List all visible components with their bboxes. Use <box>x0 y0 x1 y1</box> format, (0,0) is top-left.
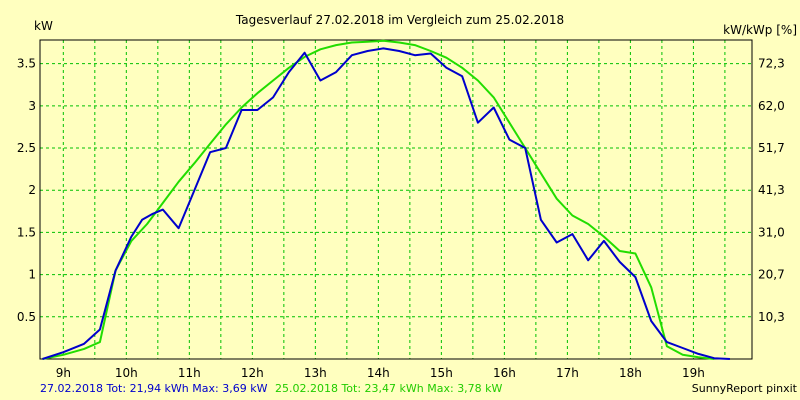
y2-tick-label: 10,3 <box>758 310 785 324</box>
x-tick-label: 10h <box>115 366 138 380</box>
y2-tick-label: 41,3 <box>758 183 785 197</box>
x-tick-label: 13h <box>304 366 327 380</box>
x-tick-label: 11h <box>178 366 201 380</box>
x-tick-label: 16h <box>493 366 516 380</box>
footer-credit: SunnyReport pinxit <box>692 382 798 395</box>
y-axis-label-left: kW <box>34 19 53 33</box>
grid <box>40 40 752 359</box>
x-tick-label: 15h <box>430 366 453 380</box>
footer-series1-summary: 27.02.2018 Tot: 21,94 kWh Max: 3,69 kW <box>40 382 268 395</box>
series-line-1 <box>42 47 730 360</box>
y2-tick-label: 51,7 <box>758 141 785 155</box>
plot-frame <box>39 39 753 360</box>
footer-summary: 27.02.2018 Tot: 21,94 kWh Max: 3,69 kW 2… <box>40 382 503 395</box>
y2-tick-label: 20,7 <box>758 268 785 282</box>
x-tick-label: 9h <box>56 366 71 380</box>
x-tick-label: 14h <box>367 366 390 380</box>
y2-tick-label: 62,0 <box>758 99 785 113</box>
y-tick-label: 2 <box>28 183 36 197</box>
y-tick-label: 2.5 <box>17 141 36 155</box>
x-tick-label: 19h <box>682 366 705 380</box>
y-tick-label: 3.5 <box>17 57 36 71</box>
series-lines <box>42 39 730 360</box>
y-tick-labels-right: 10,3 20,7 31,0 41,3 51,7 62,0 72,3 <box>758 57 785 324</box>
x-tick-label: 17h <box>556 366 579 380</box>
x-tick-label: 12h <box>241 366 264 380</box>
y-tick-label: 1.5 <box>17 225 36 239</box>
y-tick-labels-left: 0.5 1 1.5 2 2.5 3 3.5 <box>17 57 36 324</box>
y-tick-label: 0.5 <box>17 310 36 324</box>
y-tick-label: 3 <box>28 99 36 113</box>
footer-series2-summary: 25.02.2018 Tot: 23,47 kWh Max: 3,78 kW <box>275 382 503 395</box>
y-axis-label-right: kW/kWp [%] <box>723 23 797 37</box>
x-tick-labels: 9h 10h 11h 12h 13h 14h 15h 16h 17h 18h 19h <box>56 366 705 380</box>
chart-title: Tagesverlauf 27.02.2018 im Vergleich zum… <box>235 13 564 27</box>
x-tick-label: 18h <box>619 366 642 380</box>
y-tick-label: 1 <box>28 268 36 282</box>
y2-tick-label: 72,3 <box>758 57 785 71</box>
series-line-2 <box>42 39 715 360</box>
y2-tick-label: 31,0 <box>758 225 785 239</box>
